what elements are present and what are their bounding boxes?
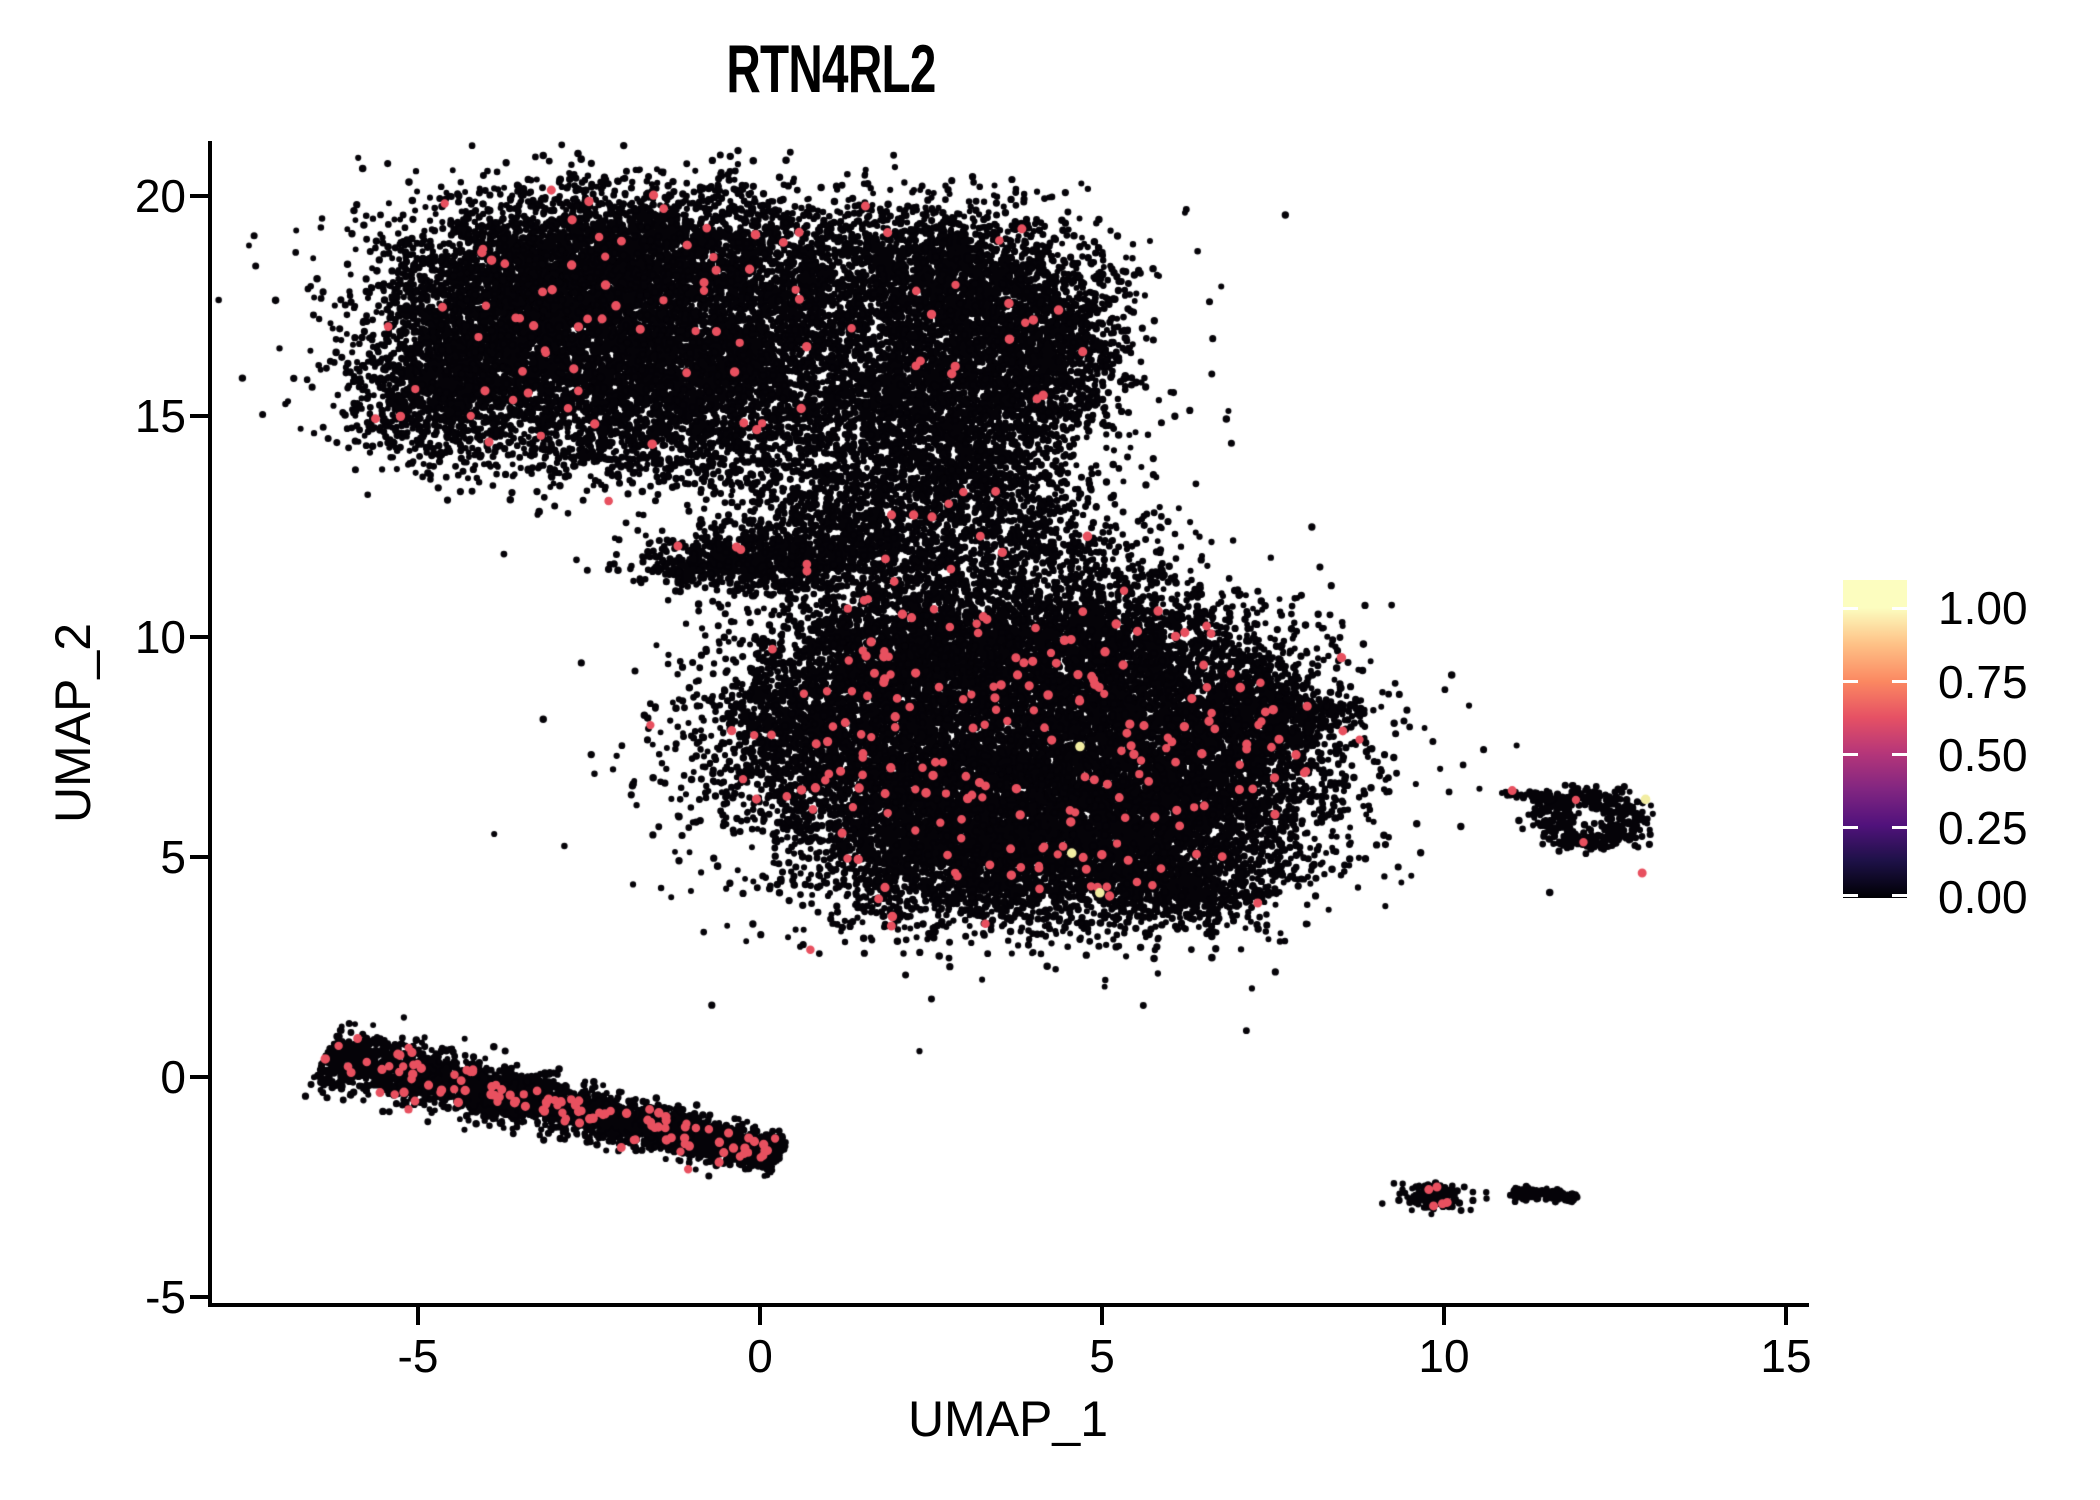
colorbar-tick <box>1892 607 1907 610</box>
y-tick-label: 10 <box>134 611 186 663</box>
colorbar-tick-label: 0.00 <box>1938 871 2028 923</box>
colorbar-tick <box>1843 826 1858 829</box>
plot-title: RTN4RL2 <box>726 31 936 107</box>
x-tick-label: 5 <box>1089 1330 1115 1382</box>
x-tick-label: 0 <box>747 1330 773 1382</box>
x-tick-label: 15 <box>1760 1330 1812 1382</box>
x-axis-line <box>208 1303 1809 1307</box>
y-axis-title: UMAP_2 <box>45 622 101 824</box>
x-tick-mark <box>1442 1307 1446 1325</box>
y-tick-mark <box>190 1075 208 1079</box>
x-axis-title: UMAP_1 <box>907 1391 1109 1447</box>
colorbar-tick-label: 0.75 <box>1938 656 2028 708</box>
colorbar-tick <box>1892 826 1907 829</box>
y-tick-mark <box>190 855 208 859</box>
colorbar-tick <box>1843 680 1858 683</box>
y-tick-label: 15 <box>134 390 186 442</box>
colorbar-tick <box>1892 894 1907 897</box>
y-axis-line <box>208 141 212 1307</box>
colorbar-tick <box>1843 894 1858 897</box>
y-tick-label: 5 <box>160 831 186 883</box>
x-tick-mark <box>1100 1307 1104 1325</box>
y-tick-mark <box>190 414 208 418</box>
y-tick-mark <box>190 1295 208 1299</box>
colorbar-tick-label: 1.00 <box>1938 582 2028 634</box>
colorbar-tick <box>1892 753 1907 756</box>
x-tick-label: 10 <box>1418 1330 1470 1382</box>
y-tick-mark <box>190 194 208 198</box>
colorbar-tick-label: 0.25 <box>1938 802 2028 854</box>
colorbar-tick-label: 0.50 <box>1938 729 2028 781</box>
colorbar-tick <box>1843 607 1858 610</box>
colorbar <box>1843 580 1907 898</box>
colorbar-tick <box>1843 753 1858 756</box>
x-tick-mark <box>758 1307 762 1325</box>
x-tick-mark <box>416 1307 420 1325</box>
x-tick-mark <box>1784 1307 1788 1325</box>
x-tick-label: -5 <box>397 1330 439 1382</box>
y-tick-mark <box>190 635 208 639</box>
y-tick-label: -5 <box>145 1271 186 1323</box>
y-tick-label: 0 <box>160 1051 186 1103</box>
y-tick-label: 20 <box>134 170 186 222</box>
colorbar-tick <box>1892 680 1907 683</box>
